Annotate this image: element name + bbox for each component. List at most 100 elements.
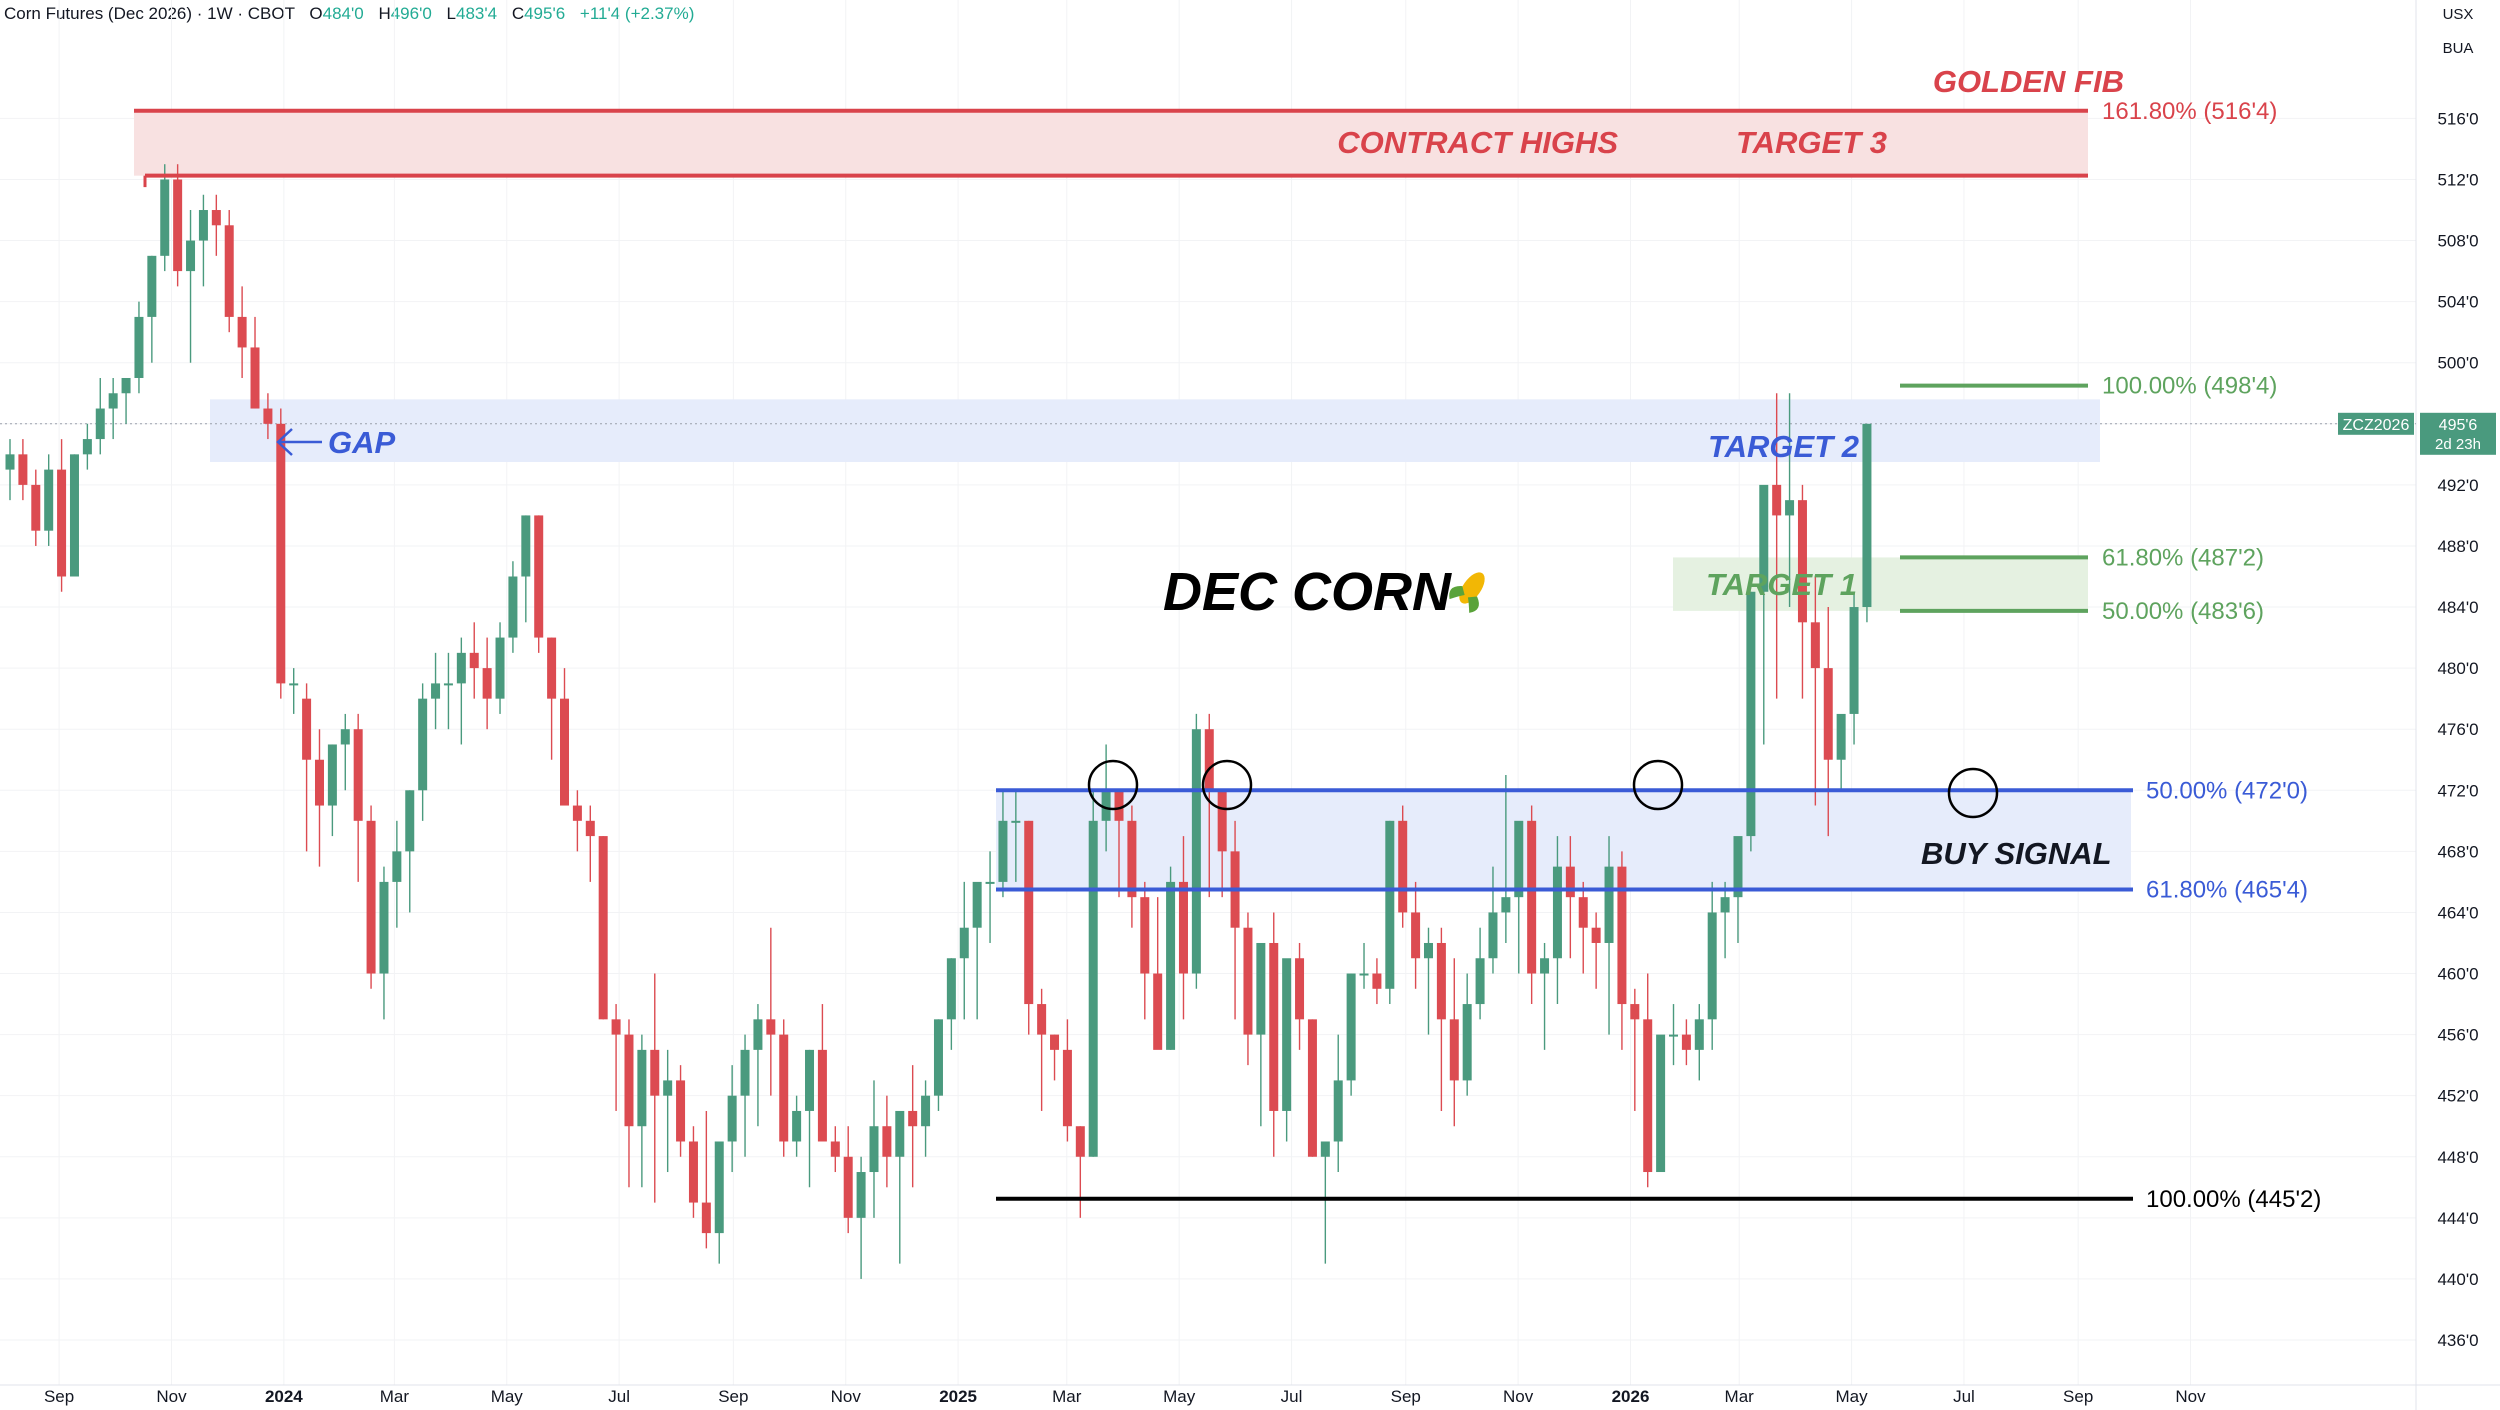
candle[interactable] [69,454,79,577]
candle[interactable] [985,851,995,943]
candle[interactable] [1024,820,1034,1035]
candle[interactable] [1462,973,1472,1096]
candle[interactable] [650,973,660,1203]
candle[interactable] [289,668,299,714]
candle[interactable] [302,683,312,852]
candle[interactable] [1359,942,1369,989]
candle[interactable] [1746,591,1756,852]
candle[interactable] [1514,820,1524,974]
candle[interactable] [508,561,518,653]
candle[interactable] [779,1019,789,1157]
candle[interactable] [688,1126,698,1218]
candle[interactable] [443,652,453,730]
candle[interactable] [1630,988,1640,1111]
candle[interactable] [1836,713,1846,791]
candle[interactable] [534,515,544,653]
candle[interactable] [1398,805,1408,928]
candle[interactable] [237,286,247,378]
candle[interactable] [998,790,1008,898]
candle[interactable] [1772,393,1782,699]
candle[interactable] [1243,912,1253,1066]
candle[interactable] [1166,866,1176,1050]
candle[interactable] [1617,851,1627,1050]
unit-label[interactable]: BUA [2442,40,2474,57]
candle[interactable] [843,1126,853,1234]
candle[interactable] [1578,881,1588,974]
candle[interactable] [276,408,286,699]
candle[interactable] [1862,423,1872,623]
candle[interactable] [740,1034,750,1157]
candle[interactable] [327,744,337,837]
candle[interactable] [611,1004,621,1111]
candle[interactable] [405,790,415,913]
candle[interactable] [1307,1019,1317,1157]
candle[interactable] [727,1065,737,1173]
candle[interactable] [1604,836,1614,1035]
candle[interactable] [560,668,570,806]
candle[interactable] [57,439,67,592]
candle[interactable] [134,301,144,394]
candle[interactable] [379,866,389,1020]
candle[interactable] [701,1110,711,1249]
candle[interactable] [147,255,157,363]
candle[interactable] [392,820,402,928]
candle[interactable] [946,958,956,1050]
candle[interactable] [1797,484,1807,699]
candle[interactable] [456,637,466,745]
candle[interactable] [353,713,363,882]
candle[interactable] [1050,1034,1060,1081]
candle[interactable] [1475,927,1485,1020]
candle[interactable] [598,836,608,1020]
candle[interactable] [1127,805,1137,928]
candle[interactable] [1411,881,1421,989]
candle[interactable] [1320,1141,1330,1264]
candle[interactable] [82,423,92,470]
candle[interactable] [895,1110,905,1264]
candle[interactable] [572,790,582,852]
candle[interactable] [637,1034,647,1188]
candle[interactable] [1759,484,1769,745]
candle[interactable] [1552,836,1562,1005]
candle[interactable] [1295,942,1305,1050]
candle[interactable] [753,1004,763,1127]
candle[interactable] [714,1141,724,1264]
candle[interactable] [173,164,183,287]
candle[interactable] [869,1080,879,1218]
candle[interactable] [366,805,376,989]
candle[interactable] [1591,912,1601,989]
candle[interactable] [95,377,105,455]
candle[interactable] [933,1019,943,1111]
candle[interactable] [1191,713,1201,989]
candle[interactable] [1849,591,1859,745]
candle[interactable] [1256,942,1266,1127]
candle[interactable] [1449,958,1459,1127]
candle[interactable] [585,805,595,882]
candle[interactable] [108,377,118,440]
candle[interactable] [1204,713,1214,898]
candle[interactable] [1810,576,1820,806]
candle[interactable] [1669,1004,1679,1066]
candle[interactable] [1269,912,1279,1157]
candle[interactable] [469,622,479,699]
candle[interactable] [211,194,221,256]
candle[interactable] [856,1156,866,1279]
candle[interactable] [521,515,531,623]
candle[interactable] [805,1049,815,1188]
candle[interactable] [418,683,428,821]
candle[interactable] [1140,881,1150,1020]
candle[interactable] [31,469,41,546]
candle[interactable] [1707,881,1717,1050]
candle[interactable] [431,652,441,730]
candle[interactable] [1346,973,1356,1096]
candle[interactable] [160,164,170,272]
candle[interactable] [1282,958,1292,1142]
candle[interactable] [1088,790,1098,1157]
candle[interactable] [121,377,131,424]
candle[interactable] [314,729,324,867]
candle[interactable] [495,622,505,714]
candle[interactable] [972,881,982,1020]
candle[interactable] [547,637,557,760]
candle[interactable] [198,194,208,287]
candle[interactable] [1062,1019,1072,1142]
candle[interactable] [921,1080,931,1157]
